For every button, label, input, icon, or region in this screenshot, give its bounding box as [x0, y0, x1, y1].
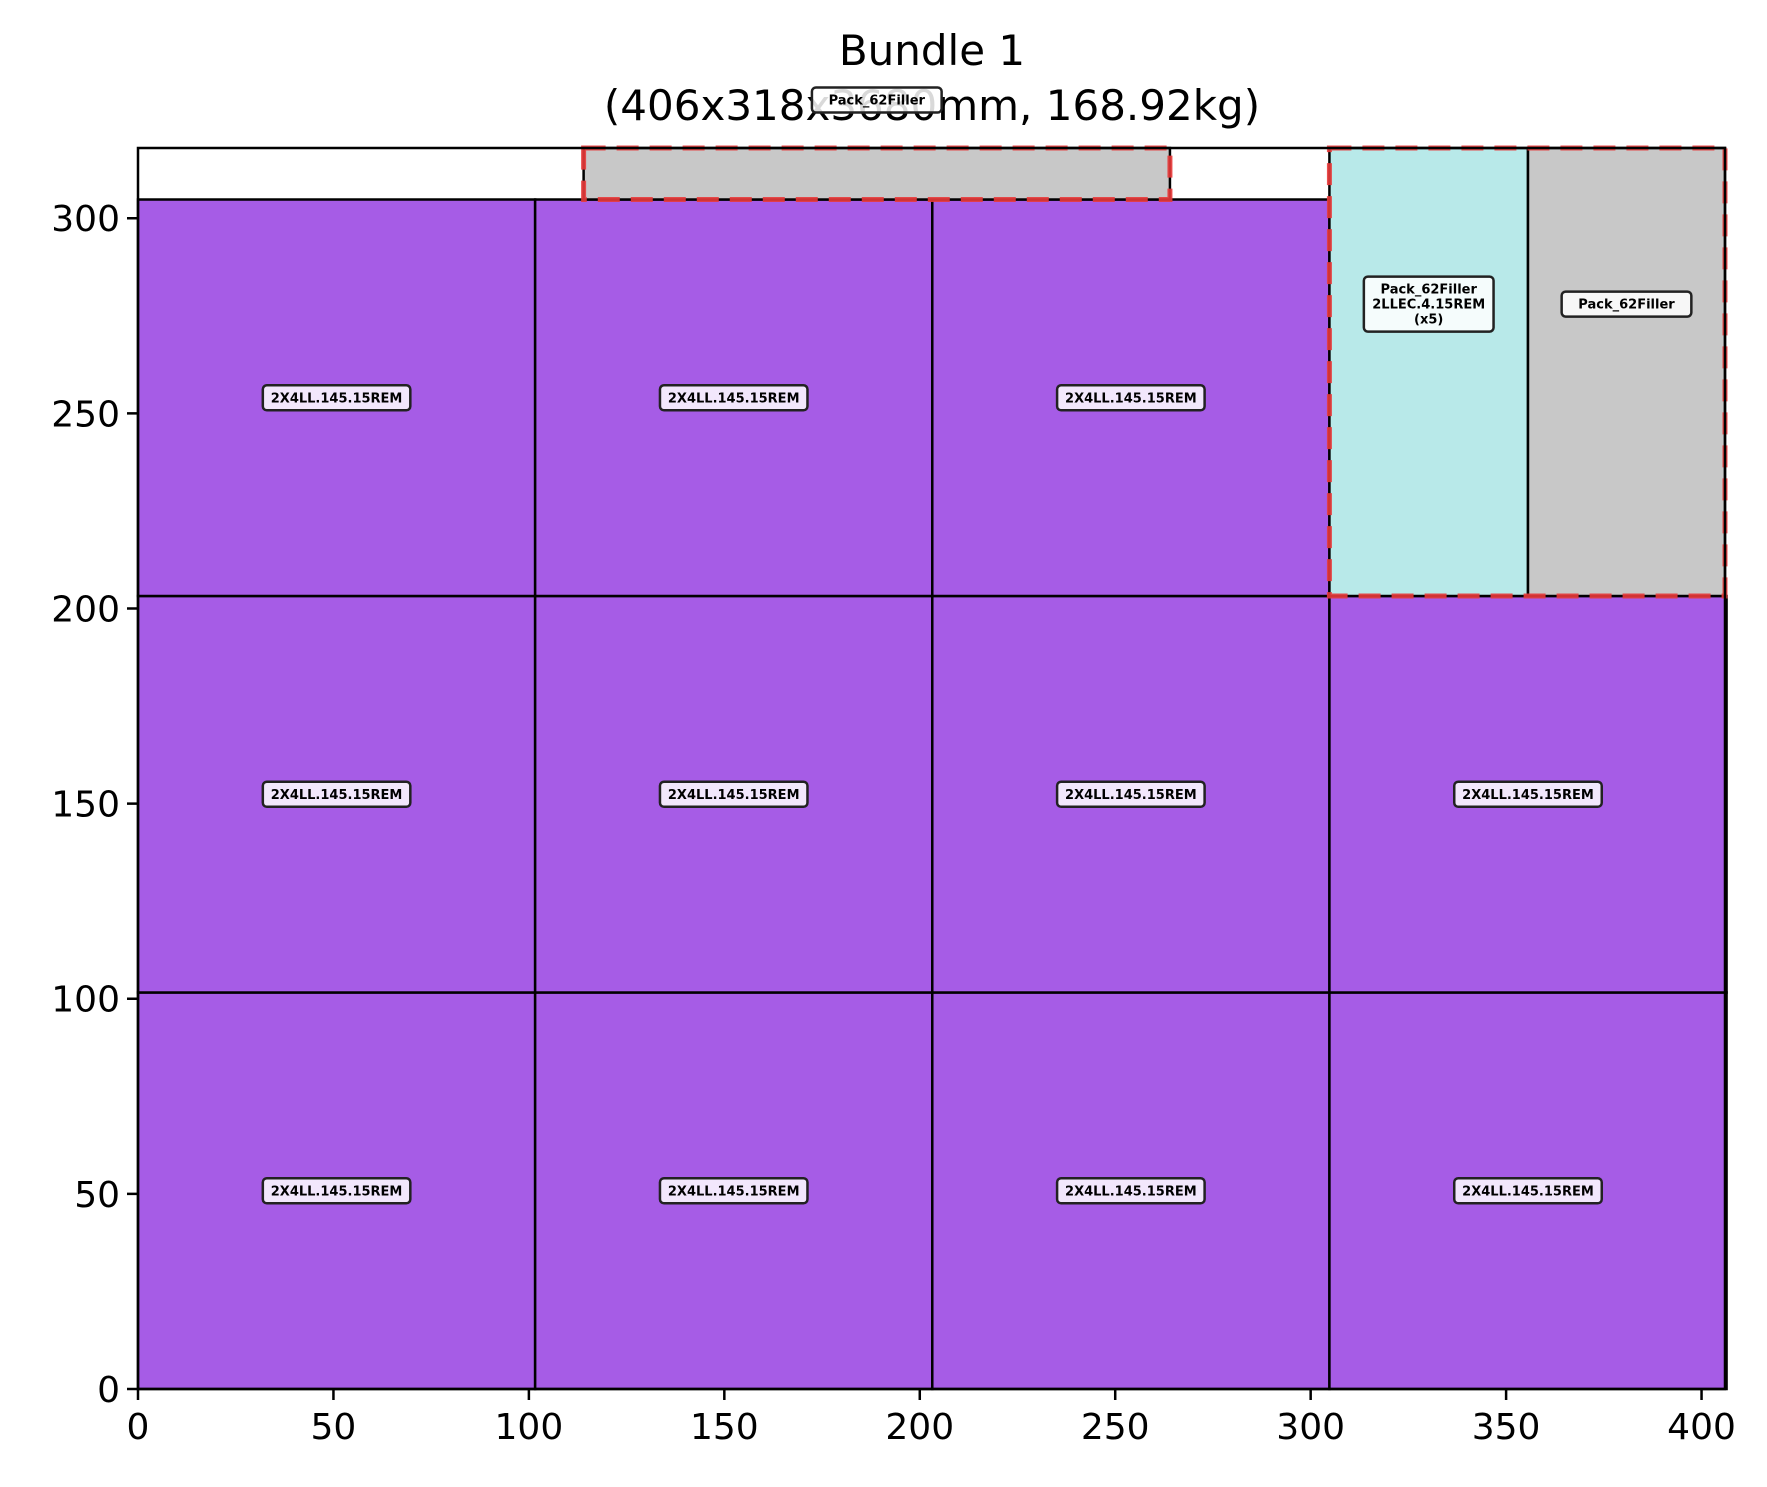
item-6-label-text: 2X4LL.145.15REM	[668, 788, 800, 803]
item-4-label-box	[1452, 1177, 1603, 1205]
outline-2-filler-outline	[1326, 145, 1728, 599]
item-6-label-box	[658, 780, 809, 809]
item-12-label-text: Pack_62Filler	[1381, 283, 1478, 298]
x-tick-label: 0	[127, 1407, 150, 1448]
item-7-label-text: 2X4LL.145.15REM	[1065, 788, 1197, 803]
item-11-label-box	[1055, 384, 1206, 412]
item-6-label: 2X4LL.145.15REM	[658, 780, 809, 809]
y-tick-label: 200	[51, 589, 120, 630]
x-tick-label: 250	[1081, 1407, 1150, 1448]
item-2-label-box	[658, 1177, 809, 1205]
item-9-label: 2X4LL.145.15REM	[261, 384, 412, 412]
item-5-label-text: 2X4LL.145.15REM	[271, 788, 403, 803]
item-2-label: 2X4LL.145.15REM	[658, 1177, 809, 1205]
item-5-label-box	[261, 780, 412, 809]
item-12-box	[1328, 146, 1530, 598]
item-1-label-box	[261, 1177, 412, 1205]
item-8-label-box	[1452, 780, 1603, 809]
x-tick-label: 200	[885, 1407, 954, 1448]
item-12-label-text: (x5)	[1414, 313, 1443, 328]
item-9-label-text: 2X4LL.145.15REM	[271, 391, 403, 406]
item-8-label-text: 2X4LL.145.15REM	[1462, 788, 1594, 803]
item-1-label-text: 2X4LL.145.15REM	[271, 1184, 403, 1199]
item-4-label: 2X4LL.145.15REM	[1452, 1177, 1603, 1205]
y-tick-label: 300	[51, 199, 120, 240]
y-tick-label: 250	[51, 394, 120, 435]
axes-frame	[136, 146, 1727, 1391]
item-12-label-text: 2LLEC.4.15REM	[1372, 298, 1485, 313]
item-14-box	[582, 146, 1172, 201]
item-4-label-text: 2X4LL.145.15REM	[1462, 1184, 1594, 1199]
x-tick-label: 150	[690, 1407, 759, 1448]
chart-title-line1: Bundle 1	[839, 26, 1025, 75]
y-tick-label: 150	[51, 785, 120, 826]
item-13-label: Pack_62Filler	[1560, 290, 1693, 318]
item-12-label-box	[1362, 275, 1495, 333]
item-14-label-text: Pack_62Filler	[829, 94, 926, 109]
item-1-label: 2X4LL.145.15REM	[261, 1177, 412, 1205]
item-14-label-box	[810, 86, 943, 114]
item-10-label: 2X4LL.145.15REM	[658, 384, 809, 412]
y-tick-label: 0	[97, 1370, 120, 1411]
item-2-label-text: 2X4LL.145.15REM	[668, 1184, 800, 1199]
item-13-label-text: Pack_62Filler	[1578, 298, 1675, 313]
x-tick-label: 350	[1472, 1407, 1541, 1448]
axes: 0 50 100 150 200 250 300 350 400 0 50 100 150 200 250 3…	[51, 146, 1736, 1448]
x-tick-label: 300	[1276, 1407, 1345, 1448]
item-5-label: 2X4LL.145.15REM	[261, 780, 412, 809]
y-tick-label: 100	[51, 980, 120, 1021]
plot-area: 2X4LL.145.15REM 2X4LL.145.15REM 2X4LL.145.…	[136, 86, 1728, 1391]
outline-1-filler-outline	[581, 145, 1173, 203]
item-11-label: 2X4LL.145.15REM	[1055, 384, 1206, 412]
item-14-label: Pack_62Filler	[810, 86, 943, 114]
item-3-label: 2X4LL.145.15REM	[1055, 1177, 1206, 1205]
x-tick-label: 50	[311, 1407, 357, 1448]
y-tick-label: 50	[74, 1175, 120, 1216]
x-tick-label: 400	[1667, 1407, 1736, 1448]
item-10-label-text: 2X4LL.145.15REM	[668, 391, 800, 406]
item-13-label-box	[1560, 290, 1693, 318]
x-tick-label: 100	[495, 1407, 564, 1448]
item-8-label: 2X4LL.145.15REM	[1452, 780, 1603, 809]
item-9-label-box	[261, 384, 412, 412]
item-3-label-box	[1055, 1177, 1206, 1205]
item-13-box	[1526, 146, 1727, 598]
item-10-label-box	[658, 384, 809, 412]
item-3-label-text: 2X4LL.145.15REM	[1065, 1184, 1197, 1199]
item-7-label-box	[1055, 780, 1206, 809]
item-11-label-text: 2X4LL.145.15REM	[1065, 391, 1197, 406]
item-7-label: 2X4LL.145.15REM	[1055, 780, 1206, 809]
